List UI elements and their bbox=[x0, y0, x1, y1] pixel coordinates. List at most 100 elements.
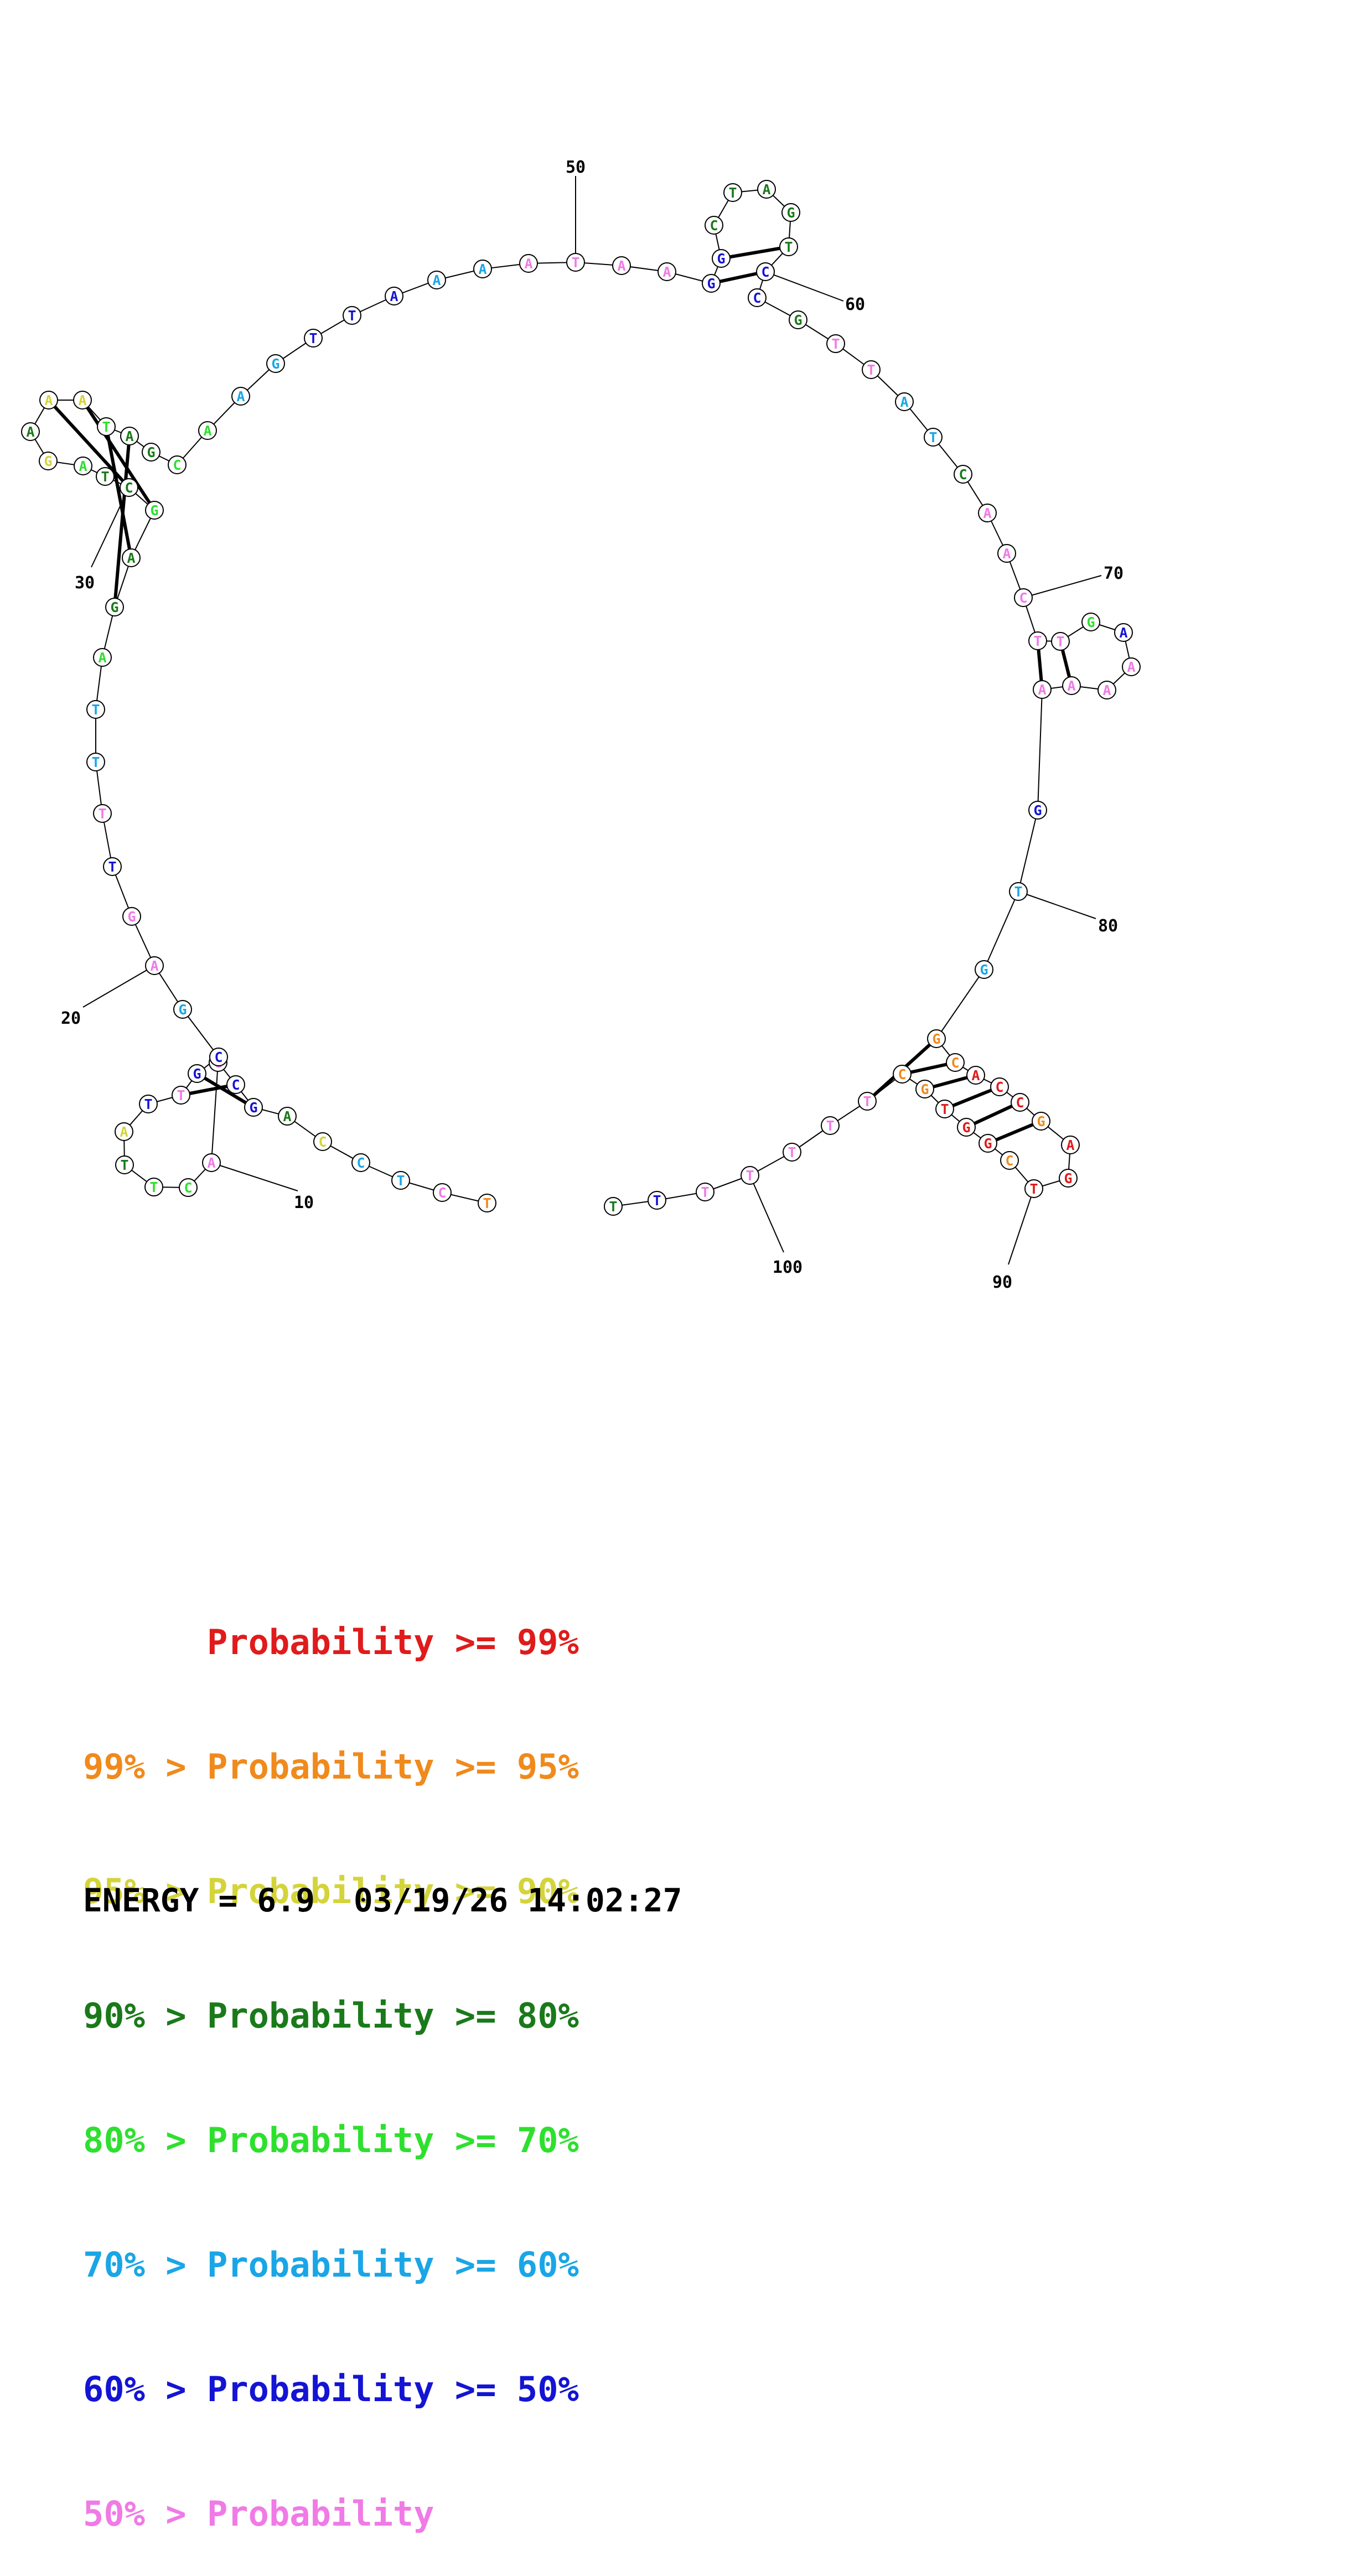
nucleotide: A bbox=[978, 504, 997, 522]
nucleotide-base-label: A bbox=[617, 258, 625, 274]
nucleotide-base-label: G bbox=[193, 1066, 201, 1082]
nucleotide: A bbox=[39, 391, 58, 410]
nucleotide: C bbox=[893, 1065, 912, 1084]
nucleotide-base-label: A bbox=[900, 394, 908, 410]
nucleotide-base-label: A bbox=[207, 1155, 215, 1171]
nucleotide-base-label: A bbox=[1038, 682, 1046, 698]
nucleotide: T bbox=[1024, 1179, 1043, 1198]
nucleotide-circle bbox=[103, 857, 122, 876]
nucleotide-base-label: T bbox=[728, 185, 737, 201]
nucleotide: G bbox=[702, 274, 721, 293]
nucleotide-circle bbox=[826, 334, 845, 353]
nucleotide-circle bbox=[115, 1155, 134, 1174]
nucleotide-base-label: C bbox=[173, 457, 181, 473]
nucleotide-base-label: G bbox=[1064, 1170, 1072, 1186]
nucleotide-base-label: T bbox=[826, 1118, 834, 1134]
nucleotide-circle bbox=[1097, 681, 1116, 699]
nucleotide: A bbox=[997, 544, 1016, 563]
nucleotide: A bbox=[1062, 676, 1081, 695]
nucleotide-base-label: T bbox=[571, 255, 579, 271]
nucleotide-base-label: T bbox=[102, 419, 110, 435]
nucleotide-circle bbox=[756, 262, 775, 281]
nucleotide: A bbox=[1033, 680, 1052, 699]
probability-legend: Probability >= 99% 99% > Probability >= … bbox=[83, 1538, 579, 2576]
nucleotide-circle bbox=[93, 804, 112, 823]
nucleotide-circle bbox=[1000, 1151, 1019, 1170]
position-tick-line bbox=[1008, 1188, 1034, 1265]
nucleotide: G bbox=[978, 1134, 997, 1153]
nucleotide-base-label: C bbox=[710, 217, 718, 234]
nucleotide: A bbox=[473, 260, 492, 278]
legend-row-95: 99% > Probability >= 95% bbox=[83, 1746, 579, 1787]
nucleotide-circle bbox=[1061, 1136, 1080, 1154]
nucleotide-circle bbox=[266, 354, 285, 373]
nucleotide-base-label: G bbox=[127, 909, 136, 925]
backbone-segment bbox=[211, 1062, 219, 1163]
nucleotide: A bbox=[657, 262, 676, 281]
position-tick-line bbox=[749, 1175, 784, 1253]
nucleotide-base-label: C bbox=[214, 1049, 222, 1065]
nucleotide-circle bbox=[351, 1153, 370, 1172]
nucleotide-circle bbox=[657, 262, 676, 281]
nucleotide-base-label: C bbox=[356, 1155, 365, 1171]
nucleotide: T bbox=[779, 237, 798, 256]
nucleotide-base-label: G bbox=[249, 1100, 257, 1116]
nucleotide-base-label: A bbox=[983, 505, 991, 521]
nucleotide: A bbox=[202, 1153, 221, 1172]
nucleotide-base-label: A bbox=[971, 1067, 980, 1084]
nucleotide: A bbox=[73, 391, 92, 410]
nucleotide-base-label: T bbox=[831, 336, 840, 352]
nucleotide-circles: TCTCCAGCGACTTATTGCGAGTTTTAGAGCTAGAAATAGC… bbox=[21, 180, 1141, 1216]
base-pair-bond bbox=[105, 426, 133, 558]
nucleotide-base-label: A bbox=[283, 1108, 291, 1124]
nucleotide-base-label: G bbox=[717, 251, 725, 267]
nucleotide-circle bbox=[93, 648, 112, 667]
nucleotide-base-label: T bbox=[348, 308, 356, 324]
nucleotide-circle bbox=[966, 1066, 985, 1085]
nucleotide: G bbox=[105, 598, 124, 616]
nucleotide-circle bbox=[144, 1178, 163, 1196]
nucleotide: T bbox=[304, 329, 323, 348]
nucleotide-circle bbox=[604, 1197, 623, 1216]
legend-row-50: 60% > Probability >= 50% bbox=[83, 2369, 579, 2409]
nucleotide-base-label: A bbox=[762, 182, 770, 198]
nucleotide-circle bbox=[173, 1000, 192, 1019]
nucleotide: T bbox=[97, 417, 116, 436]
backbone-segment bbox=[1037, 689, 1043, 811]
nucleotide-base-label: G bbox=[794, 312, 802, 328]
nucleotide-base-label: A bbox=[127, 550, 135, 566]
nucleotide-circle bbox=[105, 598, 124, 616]
nucleotide-base-label: T bbox=[177, 1087, 185, 1103]
nucleotide-circle bbox=[1032, 1112, 1050, 1131]
nucleotide: G bbox=[789, 310, 807, 329]
nucleotide-circle bbox=[997, 544, 1016, 563]
nucleotide: G bbox=[266, 354, 285, 373]
nucleotide-base-label: T bbox=[609, 1199, 617, 1215]
nucleotide-circle bbox=[723, 183, 742, 202]
nucleotide-circle bbox=[433, 1183, 452, 1202]
nucleotide-circle bbox=[1059, 1169, 1078, 1188]
nucleotide-circle bbox=[39, 452, 58, 470]
nucleotide: C bbox=[209, 1048, 228, 1066]
nucleotide: C bbox=[1014, 588, 1033, 607]
nucleotide: C bbox=[990, 1077, 1009, 1096]
nucleotide: C bbox=[313, 1132, 332, 1151]
nucleotide: T bbox=[86, 700, 105, 719]
nucleotide-circle bbox=[304, 329, 323, 348]
nucleotide-circle bbox=[779, 237, 798, 256]
nucleotide-base-label: C bbox=[761, 264, 769, 280]
nucleotide-base-label: T bbox=[701, 1184, 709, 1200]
nucleotide-base-label: A bbox=[1102, 682, 1111, 698]
nucleotide: C bbox=[226, 1075, 245, 1094]
nucleotide-base-label: A bbox=[26, 424, 34, 440]
nucleotide-circle bbox=[781, 203, 800, 222]
nucleotide-circle bbox=[120, 478, 138, 497]
nucleotide-circle bbox=[226, 1075, 245, 1094]
nucleotide-circle bbox=[954, 465, 972, 484]
nucleotide-circle bbox=[705, 216, 723, 235]
nucleotide-circle bbox=[313, 1132, 332, 1151]
nucleotide-base-label: G bbox=[1033, 802, 1042, 818]
energy-value: ENERGY = 6.9 bbox=[83, 1882, 315, 1919]
nucleotide: A bbox=[145, 956, 164, 975]
nucleotide-circle bbox=[244, 1098, 263, 1117]
